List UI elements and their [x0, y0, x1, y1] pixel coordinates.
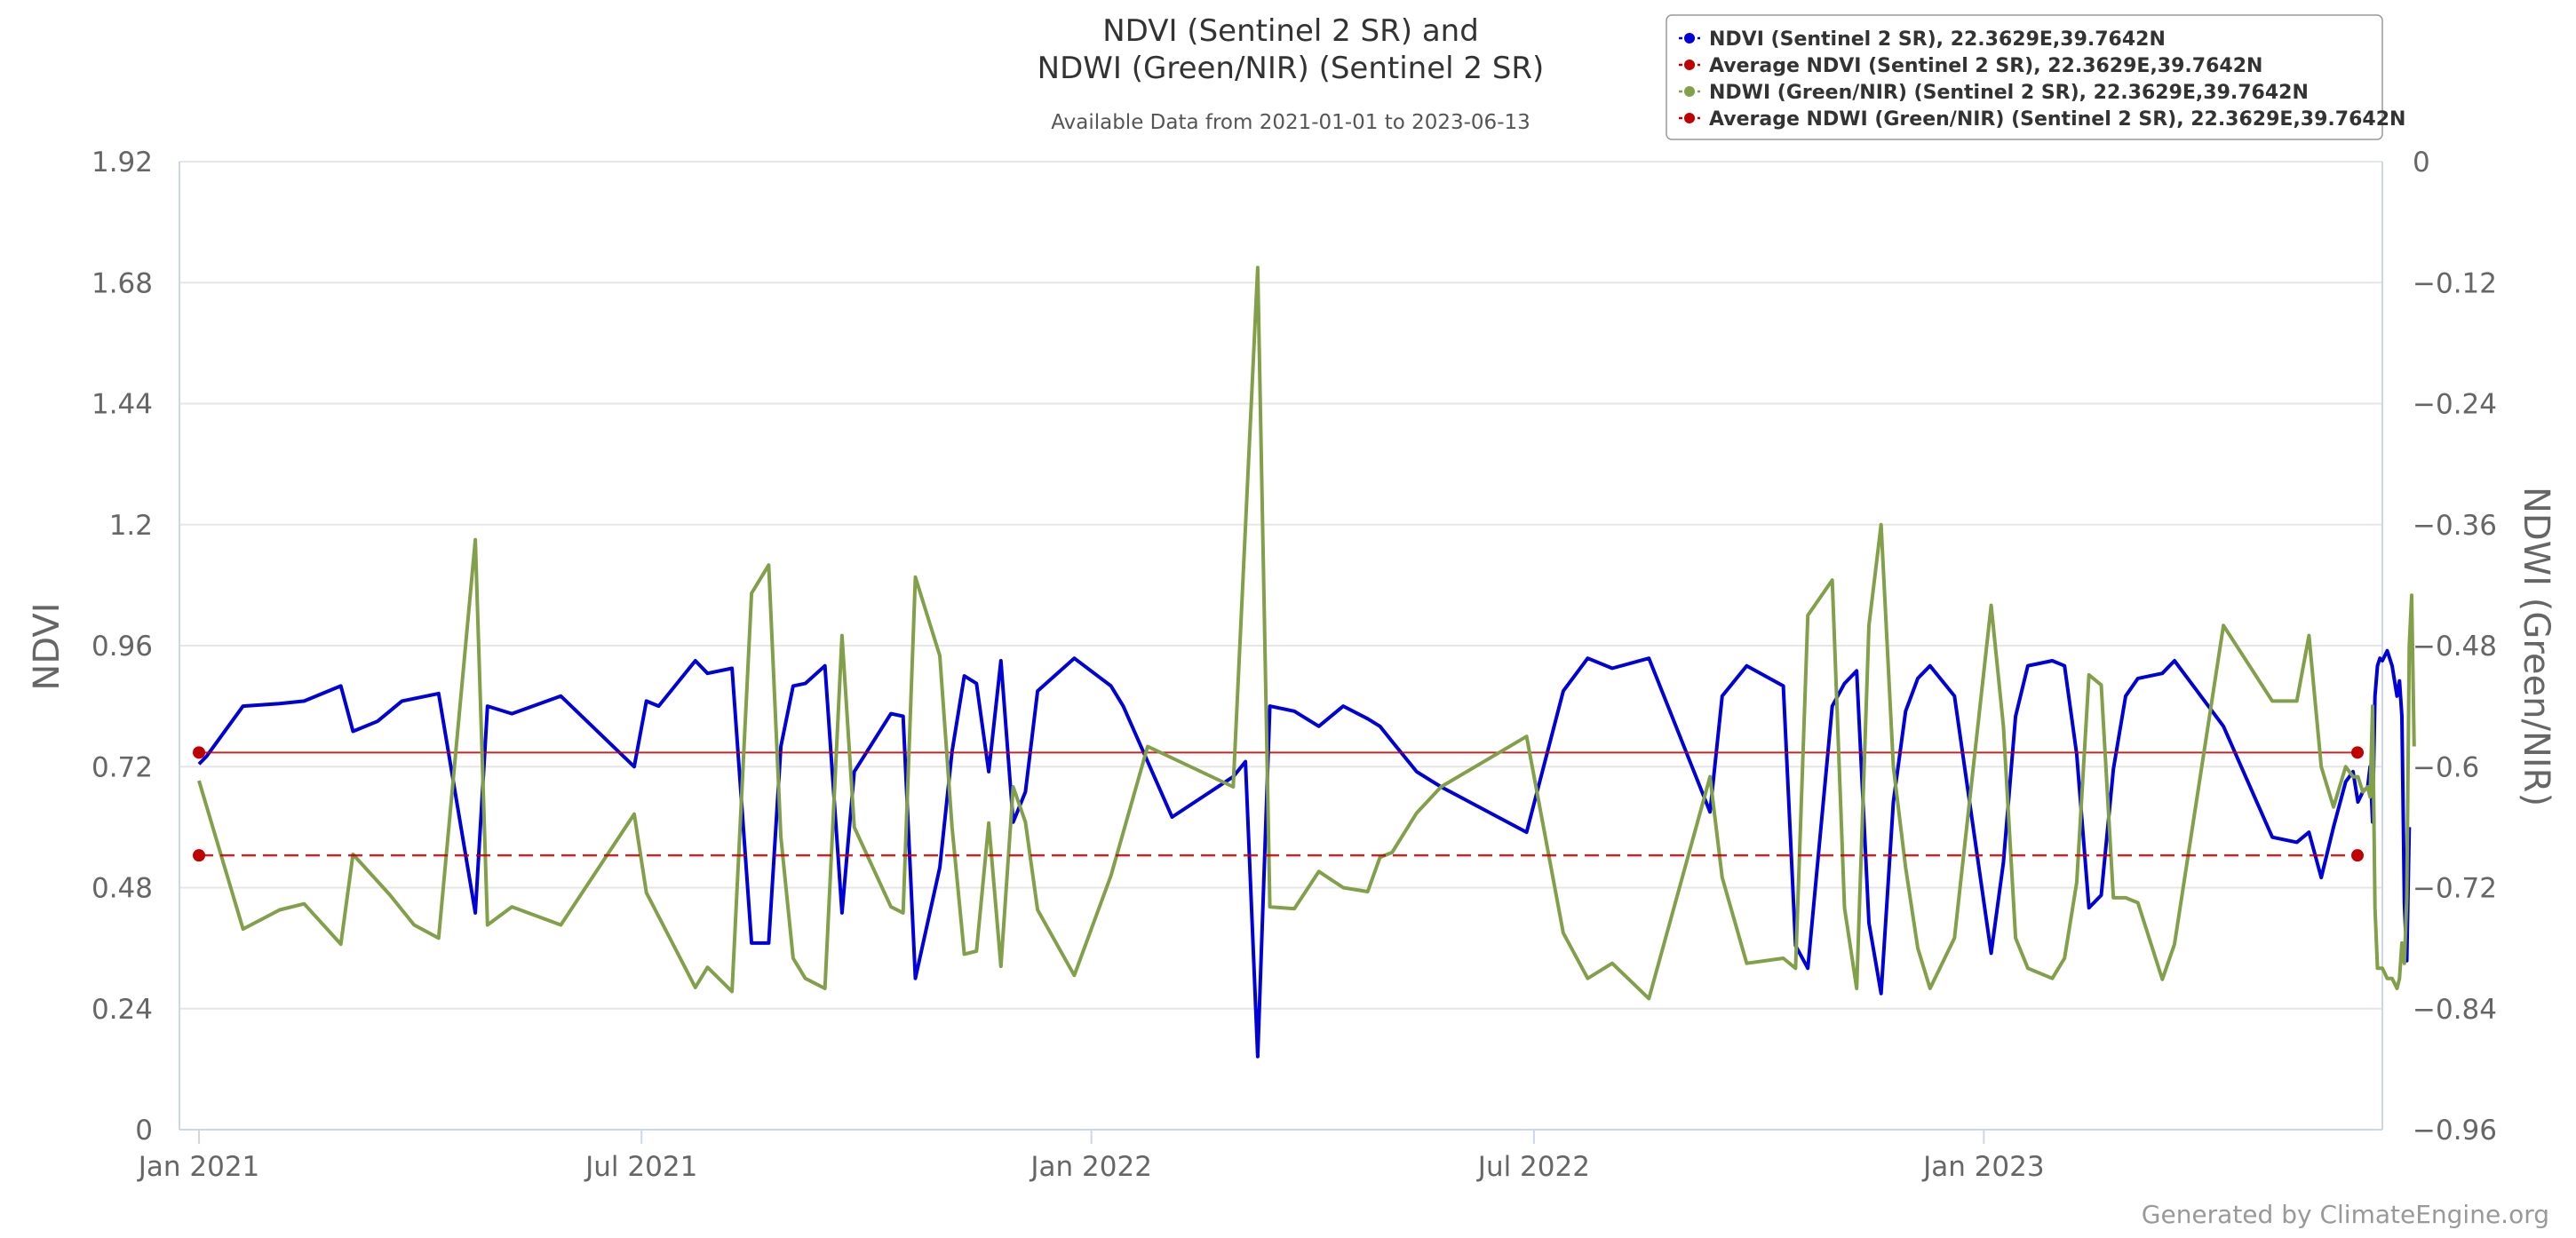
- y-right-tick-label: −0.96: [2413, 1115, 2497, 1147]
- legend-item-3[interactable]: Average NDWI (Green/NIR) (Sentinel 2 SR)…: [1679, 108, 2405, 131]
- y-right-tick-label: −0.84: [2413, 994, 2497, 1026]
- chart-title-line-2: NDWI (Green/NIR) (Sentinel 2 SR): [1038, 51, 1545, 86]
- legend-item-0[interactable]: NDVI (Sentinel 2 SR), 22.3629E,39.7642N: [1679, 28, 2166, 51]
- y-left-tick-label: 0.24: [91, 994, 153, 1026]
- legend[interactable]: NDVI (Sentinel 2 SR), 22.3629E,39.7642N A…: [1666, 14, 2405, 140]
- legend-symbol-marker: [1684, 113, 1695, 123]
- series-average-marker-1[interactable]: [193, 746, 206, 759]
- y-right-tick-label: −0.12: [2413, 267, 2497, 299]
- x-tick-label: Jan 2023: [1921, 1151, 2045, 1183]
- y-left-tick-label: 1.44: [91, 389, 153, 421]
- legend-item-1[interactable]: Average NDVI (Sentinel 2 SR), 22.3629E,3…: [1679, 55, 2262, 77]
- legend-item-label: NDVI (Sentinel 2 SR), 22.3629E,39.7642N: [1709, 28, 2166, 51]
- chart-subtitle: Available Data from 2021-01-01 to 2023-0…: [1051, 111, 1530, 134]
- x-tick-label: Jul 2021: [584, 1151, 697, 1183]
- y-left-tick-label: 0.72: [91, 751, 153, 783]
- y-axis-left-title: NDVI: [27, 602, 68, 690]
- series-average-marker-3[interactable]: [2351, 849, 2364, 862]
- legend-symbol-marker: [1684, 86, 1695, 97]
- y-left-tick-label: 1.2: [109, 510, 153, 542]
- series-average-marker-3[interactable]: [193, 849, 206, 862]
- y-right-tick-label: 0: [2413, 147, 2430, 179]
- y-right-tick-label: −0.6: [2413, 751, 2479, 783]
- legend-symbol-marker: [1684, 33, 1695, 44]
- grid-lines: [179, 161, 2382, 1131]
- x-tick-label: Jan 2021: [137, 1151, 260, 1183]
- legend-item-2[interactable]: NDWI (Green/NIR) (Sentinel 2 SR), 22.362…: [1679, 82, 2309, 104]
- series-average-marker-1[interactable]: [2351, 746, 2364, 759]
- y-left-tick-label: 0.48: [91, 873, 153, 905]
- legend-item-label: Average NDWI (Green/NIR) (Sentinel 2 SR)…: [1709, 108, 2405, 131]
- legend-symbol-marker: [1684, 60, 1695, 70]
- y-right-tick-label: −0.36: [2413, 510, 2497, 542]
- plot-series: [193, 266, 2416, 1059]
- y-axis-left: 0 0.24 0.48 0.72 0.96 1.2 1.44 1.68 1.92: [91, 147, 180, 1147]
- credits[interactable]: Generated by ClimateEngine.org: [2142, 1200, 2549, 1229]
- series-line-0[interactable]: [197, 648, 2412, 1059]
- y-right-tick-label: −0.24: [2413, 389, 2497, 421]
- y-left-tick-label: 0.96: [91, 631, 153, 663]
- series-line-2[interactable]: [197, 266, 2416, 1001]
- x-tick-label: Jan 2022: [1029, 1151, 1152, 1183]
- x-axis: Jan 2021 Jul 2021 Jan 2022 Jul 2022 Jan 2023: [137, 1129, 2382, 1183]
- y-left-tick-label: 0: [135, 1115, 153, 1147]
- x-tick-label: Jul 2022: [1476, 1151, 1590, 1183]
- y-axis-right-title: NDWI (Green/NIR): [2516, 487, 2556, 806]
- legend-box: [1666, 14, 2383, 140]
- y-right-tick-label: −0.48: [2413, 631, 2497, 663]
- chart-title-line-1: NDVI (Sentinel 2 SR) and: [1102, 13, 1479, 49]
- legend-item-label: Average NDVI (Sentinel 2 SR), 22.3629E,3…: [1709, 55, 2262, 77]
- y-left-tick-label: 1.68: [91, 267, 153, 299]
- legend-item-label: NDWI (Green/NIR) (Sentinel 2 SR), 22.362…: [1709, 82, 2309, 104]
- y-right-tick-label: −0.72: [2413, 873, 2497, 905]
- y-left-tick-label: 1.92: [91, 147, 153, 179]
